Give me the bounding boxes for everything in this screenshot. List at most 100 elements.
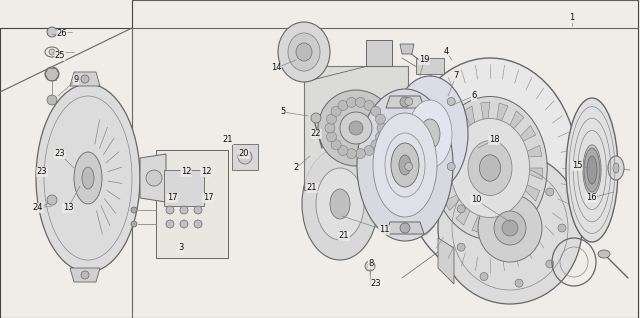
Circle shape [364, 100, 374, 110]
Text: 2: 2 [293, 163, 299, 172]
Polygon shape [440, 135, 467, 157]
Ellipse shape [433, 96, 547, 239]
Circle shape [404, 98, 413, 106]
Ellipse shape [316, 168, 364, 240]
Circle shape [311, 113, 321, 123]
Circle shape [326, 132, 337, 142]
Ellipse shape [408, 100, 452, 168]
Circle shape [238, 150, 252, 164]
Circle shape [81, 271, 89, 279]
Circle shape [447, 162, 455, 170]
Polygon shape [332, 124, 348, 150]
Polygon shape [449, 117, 471, 148]
Ellipse shape [74, 152, 102, 204]
Ellipse shape [392, 76, 468, 192]
Ellipse shape [402, 58, 578, 278]
Circle shape [480, 273, 488, 280]
Circle shape [404, 162, 413, 170]
Text: 15: 15 [572, 162, 582, 170]
Ellipse shape [479, 155, 500, 181]
Ellipse shape [82, 167, 94, 189]
Polygon shape [502, 111, 524, 141]
Text: 5: 5 [280, 107, 285, 116]
Ellipse shape [278, 22, 330, 82]
Text: 25: 25 [55, 52, 65, 60]
Circle shape [355, 149, 365, 159]
Circle shape [180, 206, 188, 214]
Circle shape [355, 97, 365, 107]
Text: 19: 19 [419, 56, 429, 65]
Circle shape [457, 243, 465, 251]
Text: 21: 21 [339, 232, 349, 240]
Polygon shape [456, 195, 477, 225]
Circle shape [131, 207, 137, 213]
Circle shape [457, 205, 465, 213]
Ellipse shape [296, 43, 312, 61]
Circle shape [365, 261, 375, 271]
Circle shape [371, 140, 381, 150]
Ellipse shape [478, 194, 542, 262]
Circle shape [338, 100, 348, 110]
Ellipse shape [613, 163, 619, 173]
Polygon shape [164, 170, 204, 206]
Circle shape [331, 106, 341, 116]
Polygon shape [140, 154, 166, 202]
Circle shape [131, 221, 137, 227]
Text: 12: 12 [180, 168, 191, 176]
Circle shape [480, 176, 488, 183]
Circle shape [364, 146, 374, 156]
Ellipse shape [598, 250, 610, 258]
Polygon shape [304, 66, 408, 190]
Circle shape [515, 279, 523, 287]
Text: 21: 21 [307, 183, 317, 192]
Text: 11: 11 [379, 225, 389, 234]
Polygon shape [494, 103, 508, 138]
Circle shape [47, 27, 57, 37]
Ellipse shape [584, 148, 600, 192]
Text: 14: 14 [271, 64, 281, 73]
Polygon shape [513, 178, 540, 201]
Circle shape [166, 220, 174, 228]
Ellipse shape [36, 84, 140, 272]
Text: 17: 17 [166, 193, 177, 203]
Circle shape [194, 206, 202, 214]
Circle shape [166, 206, 174, 214]
Text: 1: 1 [570, 13, 575, 23]
Text: 17: 17 [203, 193, 213, 203]
Polygon shape [156, 150, 228, 258]
Text: 16: 16 [586, 193, 596, 203]
Ellipse shape [566, 98, 618, 242]
Ellipse shape [340, 112, 372, 144]
Circle shape [376, 132, 385, 142]
Circle shape [400, 223, 410, 233]
Polygon shape [490, 198, 499, 234]
Polygon shape [437, 156, 465, 168]
Ellipse shape [583, 145, 601, 195]
Text: 21: 21 [223, 135, 233, 144]
Circle shape [546, 188, 554, 196]
Ellipse shape [391, 143, 419, 187]
Circle shape [338, 146, 348, 156]
Polygon shape [386, 222, 424, 234]
Ellipse shape [357, 89, 453, 241]
Circle shape [400, 97, 410, 107]
Polygon shape [502, 195, 516, 230]
Circle shape [146, 170, 162, 186]
Ellipse shape [468, 141, 512, 196]
Circle shape [180, 220, 188, 228]
Polygon shape [400, 44, 414, 54]
Text: 24: 24 [33, 204, 44, 212]
Polygon shape [232, 144, 258, 170]
Polygon shape [515, 168, 543, 179]
Text: 23: 23 [54, 149, 65, 158]
Polygon shape [513, 145, 542, 157]
Polygon shape [70, 72, 100, 86]
Text: 13: 13 [63, 204, 74, 212]
Circle shape [371, 106, 381, 116]
Text: 4: 4 [444, 47, 449, 57]
Text: 23: 23 [371, 280, 381, 288]
Ellipse shape [318, 90, 394, 166]
Ellipse shape [420, 119, 440, 149]
Text: 9: 9 [74, 75, 79, 85]
Polygon shape [438, 238, 454, 284]
